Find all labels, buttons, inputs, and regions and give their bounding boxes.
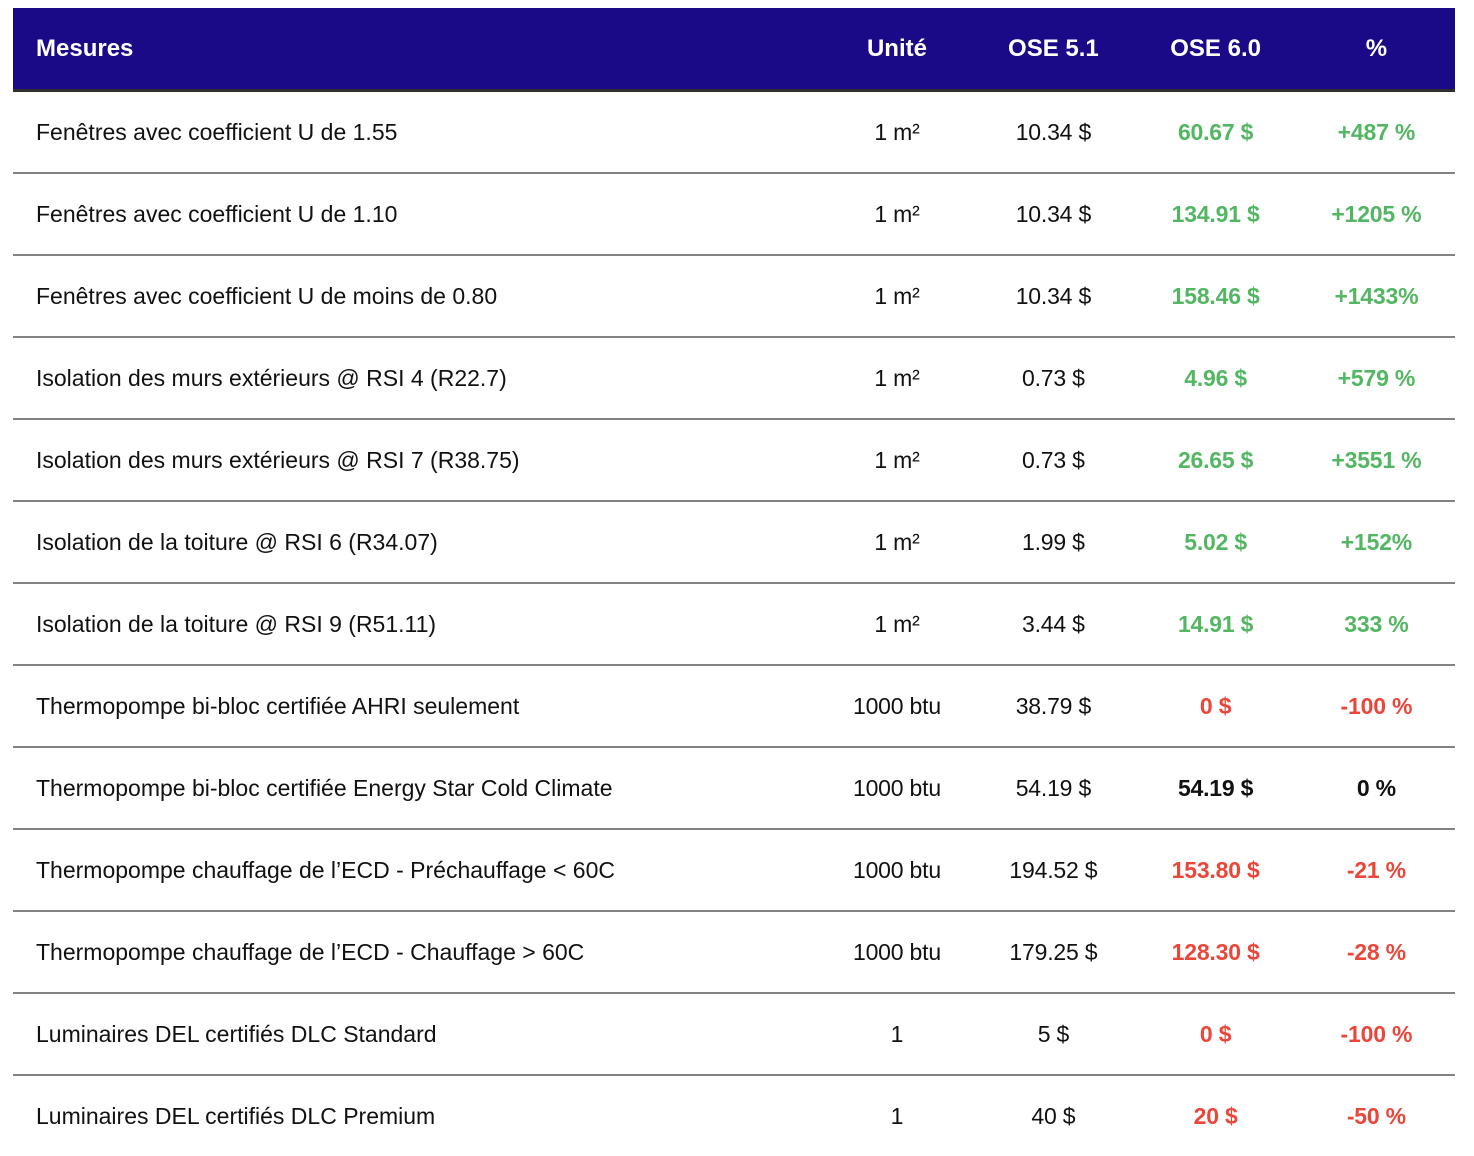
unit-cell: 1 m² bbox=[821, 419, 974, 501]
table-row: Fenêtres avec coefficient U de moins de … bbox=[13, 255, 1455, 337]
unit-cell: 1 m² bbox=[821, 337, 974, 419]
unit-cell: 1000 btu bbox=[821, 911, 974, 993]
unit-cell: 1 m² bbox=[821, 583, 974, 665]
pct-cell: +487 % bbox=[1298, 91, 1455, 174]
pct-cell: 0 % bbox=[1298, 747, 1455, 829]
measure-cell: Thermopompe chauffage de l’ECD - Chauffa… bbox=[13, 911, 821, 993]
ose51-cell: 3.44 $ bbox=[973, 583, 1133, 665]
table-row: Isolation des murs extérieurs @ RSI 4 (R… bbox=[13, 337, 1455, 419]
measure-cell: Isolation des murs extérieurs @ RSI 4 (R… bbox=[13, 337, 821, 419]
ose51-cell: 5 $ bbox=[973, 993, 1133, 1075]
ose60-cell: 0 $ bbox=[1133, 665, 1297, 747]
ose60-cell: 134.91 $ bbox=[1133, 173, 1297, 255]
measure-cell: Thermopompe bi-bloc certifiée AHRI seule… bbox=[13, 665, 821, 747]
ose51-cell: 38.79 $ bbox=[973, 665, 1133, 747]
unit-cell: 1000 btu bbox=[821, 747, 974, 829]
header-cell-ose-5-1: OSE 5.1 bbox=[973, 8, 1133, 91]
pct-cell: +3551 % bbox=[1298, 419, 1455, 501]
header-row: Mesures Unité OSE 5.1 OSE 6.0 % bbox=[13, 8, 1455, 91]
pct-cell: +1205 % bbox=[1298, 173, 1455, 255]
ose51-cell: 10.34 $ bbox=[973, 255, 1133, 337]
ose51-cell: 40 $ bbox=[973, 1075, 1133, 1156]
header-cell-percent: % bbox=[1298, 8, 1455, 91]
measure-cell: Fenêtres avec coefficient U de 1.55 bbox=[13, 91, 821, 174]
ose51-cell: 194.52 $ bbox=[973, 829, 1133, 911]
measure-cell: Fenêtres avec coefficient U de moins de … bbox=[13, 255, 821, 337]
unit-cell: 1 m² bbox=[821, 255, 974, 337]
ose60-cell: 20 $ bbox=[1133, 1075, 1297, 1156]
pct-cell: -50 % bbox=[1298, 1075, 1455, 1156]
header-cell-ose-6-0: OSE 6.0 bbox=[1133, 8, 1297, 91]
ose51-cell: 10.34 $ bbox=[973, 91, 1133, 174]
ose60-cell: 60.67 $ bbox=[1133, 91, 1297, 174]
ose60-cell: 54.19 $ bbox=[1133, 747, 1297, 829]
measure-cell: Luminaires DEL certifiés DLC Premium bbox=[13, 1075, 821, 1156]
pct-cell: +1433% bbox=[1298, 255, 1455, 337]
ose60-cell: 5.02 $ bbox=[1133, 501, 1297, 583]
unit-cell: 1 m² bbox=[821, 91, 974, 174]
ose60-cell: 128.30 $ bbox=[1133, 911, 1297, 993]
table-row: Thermopompe bi-bloc certifiée AHRI seule… bbox=[13, 665, 1455, 747]
unit-cell: 1 m² bbox=[821, 501, 974, 583]
measure-cell: Isolation de la toiture @ RSI 6 (R34.07) bbox=[13, 501, 821, 583]
ose51-cell: 1.99 $ bbox=[973, 501, 1133, 583]
table-row: Thermopompe chauffage de l’ECD - Préchau… bbox=[13, 829, 1455, 911]
ose60-cell: 26.65 $ bbox=[1133, 419, 1297, 501]
pct-cell: +152% bbox=[1298, 501, 1455, 583]
ose51-cell: 54.19 $ bbox=[973, 747, 1133, 829]
ose51-cell: 179.25 $ bbox=[973, 911, 1133, 993]
unit-cell: 1 bbox=[821, 1075, 974, 1156]
unit-cell: 1000 btu bbox=[821, 665, 974, 747]
ose60-cell: 0 $ bbox=[1133, 993, 1297, 1075]
measure-cell: Luminaires DEL certifiés DLC Standard bbox=[13, 993, 821, 1075]
ose51-cell: 0.73 $ bbox=[973, 419, 1133, 501]
ose51-cell: 0.73 $ bbox=[973, 337, 1133, 419]
unit-cell: 1000 btu bbox=[821, 829, 974, 911]
table-row: Thermopompe bi-bloc certifiée Energy Sta… bbox=[13, 747, 1455, 829]
table-row: Thermopompe chauffage de l’ECD - Chauffa… bbox=[13, 911, 1455, 993]
pct-cell: 333 % bbox=[1298, 583, 1455, 665]
ose51-cell: 10.34 $ bbox=[973, 173, 1133, 255]
table-row: Isolation de la toiture @ RSI 9 (R51.11)… bbox=[13, 583, 1455, 665]
ose60-cell: 153.80 $ bbox=[1133, 829, 1297, 911]
pct-cell: -21 % bbox=[1298, 829, 1455, 911]
pct-cell: -100 % bbox=[1298, 993, 1455, 1075]
unit-cell: 1 bbox=[821, 993, 974, 1075]
table-row: Isolation des murs extérieurs @ RSI 7 (R… bbox=[13, 419, 1455, 501]
measure-cell: Thermopompe bi-bloc certifiée Energy Sta… bbox=[13, 747, 821, 829]
unit-cell: 1 m² bbox=[821, 173, 974, 255]
pct-cell: +579 % bbox=[1298, 337, 1455, 419]
table-row: Isolation de la toiture @ RSI 6 (R34.07)… bbox=[13, 501, 1455, 583]
ose60-cell: 158.46 $ bbox=[1133, 255, 1297, 337]
header-cell-unite: Unité bbox=[821, 8, 974, 91]
measure-cell: Thermopompe chauffage de l’ECD - Préchau… bbox=[13, 829, 821, 911]
ose60-cell: 14.91 $ bbox=[1133, 583, 1297, 665]
measure-cell: Fenêtres avec coefficient U de 1.10 bbox=[13, 173, 821, 255]
header-cell-mesures: Mesures bbox=[13, 8, 821, 91]
measures-comparison-table: Mesures Unité OSE 5.1 OSE 6.0 % Fenêtres… bbox=[13, 8, 1455, 1156]
pct-cell: -100 % bbox=[1298, 665, 1455, 747]
measure-cell: Isolation des murs extérieurs @ RSI 7 (R… bbox=[13, 419, 821, 501]
measure-cell: Isolation de la toiture @ RSI 9 (R51.11) bbox=[13, 583, 821, 665]
pct-cell: -28 % bbox=[1298, 911, 1455, 993]
ose60-cell: 4.96 $ bbox=[1133, 337, 1297, 419]
